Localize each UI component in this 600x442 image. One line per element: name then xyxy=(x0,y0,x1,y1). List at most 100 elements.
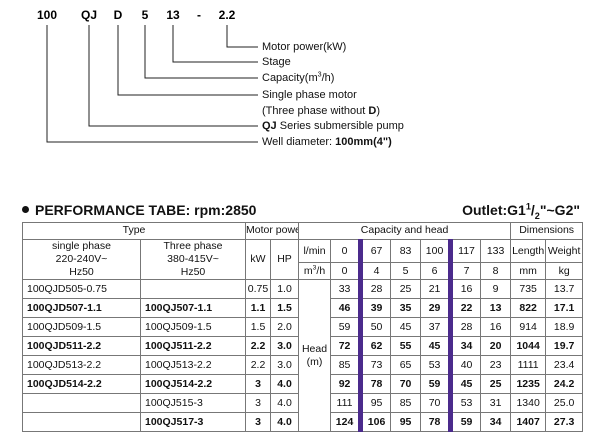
head-value: 34 xyxy=(448,336,482,357)
kw: 3 xyxy=(245,412,272,433)
kw: 0.75 xyxy=(245,279,272,300)
head-value: 28 xyxy=(448,317,482,338)
head-value: 62 xyxy=(358,336,392,357)
head-value: 35 xyxy=(390,298,422,319)
kw: 2.2 xyxy=(245,336,272,357)
single-phase-model xyxy=(22,412,141,433)
length-header: Length xyxy=(510,238,547,264)
head-value: 25 xyxy=(480,374,512,395)
head-value: 34 xyxy=(480,412,512,433)
text-segment: Single phase motor xyxy=(262,89,357,101)
code-part: QJ xyxy=(81,8,97,22)
head-value: 23 xyxy=(480,355,512,376)
length: 1044 xyxy=(510,336,547,357)
weight: 19.7 xyxy=(545,336,584,357)
kw: 3 xyxy=(245,374,272,395)
head-value: 13 xyxy=(480,298,512,319)
length: 1407 xyxy=(510,412,547,433)
code-part: - xyxy=(197,8,201,22)
flow-value: 133 xyxy=(480,238,512,264)
hp: 4.0 xyxy=(270,393,300,414)
kw: 1.5 xyxy=(245,317,272,338)
text-segment: 3 xyxy=(312,264,317,272)
weight: 23.4 xyxy=(545,355,584,376)
hp: 1.5 xyxy=(270,298,300,319)
single-phase-model: 100QJD511-2.2 xyxy=(22,336,141,357)
text-segment: 3 xyxy=(317,70,322,79)
hp: 3.0 xyxy=(270,336,300,357)
text-segment: /h) xyxy=(321,72,335,84)
head-value: 95 xyxy=(390,412,422,433)
cell-line: Hz50 xyxy=(180,266,206,279)
connector xyxy=(88,25,258,127)
kw: 3 xyxy=(245,393,272,414)
head-value: 73 xyxy=(358,355,392,376)
hp: 1.0 xyxy=(270,279,300,300)
text-segment: 2 xyxy=(534,210,540,221)
header-row: m3/h 0 4 5 6 7 8 mm kg xyxy=(23,262,584,281)
code-part: D xyxy=(114,8,123,22)
text-segment: ) xyxy=(376,105,381,117)
code-part: 13 xyxy=(166,8,180,22)
head-value: 53 xyxy=(420,355,452,376)
head-value: 106 xyxy=(358,412,392,433)
head-value: 72 xyxy=(330,336,362,357)
flow-value: 67 xyxy=(358,238,392,264)
hp: 4.0 xyxy=(270,412,300,433)
head-value: 46 xyxy=(330,298,362,319)
flow-value: 6 xyxy=(420,262,452,281)
kw: 2.2 xyxy=(245,355,272,376)
single-phase-model xyxy=(22,393,141,414)
single-phase-model: 100QJD507-1.1 xyxy=(22,298,141,319)
cell-line: Hz50 xyxy=(69,266,94,279)
head-value: 78 xyxy=(420,412,452,433)
hp-header: HP xyxy=(270,238,300,281)
kw-header: kW xyxy=(245,238,272,281)
head-value: 22 xyxy=(448,298,482,319)
text-segment: Motor power(kW) xyxy=(262,41,347,53)
head-value: 92 xyxy=(330,374,362,395)
flow-value: 4 xyxy=(358,262,392,281)
code-label: Well diameter: 100mm(4") xyxy=(262,136,392,148)
three-phase-model: 100QJ514-2.2 xyxy=(139,374,247,395)
head-value: 111 xyxy=(330,393,362,414)
performance-title: PERFORMANCE TABE: rpm:2850 xyxy=(22,202,256,218)
head-value: 59 xyxy=(330,317,362,338)
text-segment: Stage xyxy=(262,56,291,68)
weight: 24.2 xyxy=(545,374,584,395)
length: 1340 xyxy=(510,393,547,414)
bullet xyxy=(22,206,29,213)
data-row: 100QJD505-0.75 0.75 1.0 Head (m) 33 28 25 21 16 9 7… xyxy=(22,279,584,433)
flow-value: 100 xyxy=(420,238,452,264)
header-row: kW HP l/min 0 67 83 100 117 133 Length Weight xyxy=(23,238,584,281)
text-segment: Series submersible pump xyxy=(276,120,404,132)
capacity-head-header: Capacity and head xyxy=(298,222,512,240)
code-label: Capacity(m3/h) xyxy=(262,70,335,84)
head-value: 20 xyxy=(480,336,512,357)
three-phase-model: 100QJ513-2.2 xyxy=(139,355,247,376)
hp: 2.0 xyxy=(270,317,300,338)
cell-line: 380-415V~ xyxy=(167,253,219,266)
three-phase-model: 100QJ507-1.1 xyxy=(139,298,247,319)
model-code-diagram: 100 QJ D 5 13 - 2.2 xyxy=(37,8,258,143)
weight: 13.7 xyxy=(545,279,584,300)
flow-value: 0 xyxy=(330,262,362,281)
weight: 27.3 xyxy=(545,412,584,433)
connector xyxy=(144,25,258,79)
data-row: 100QJD513-2.2 100QJ513-2.2 2.2 3.0 85 73 65 53 4… xyxy=(22,355,584,376)
three-phase-model: 100QJ509-1.5 xyxy=(139,317,247,338)
three-phase-model: 100QJ511-2.2 xyxy=(139,336,247,357)
single-phase-model: 100QJD514-2.2 xyxy=(22,374,141,395)
head-value: 70 xyxy=(420,393,452,414)
code-label: Stage xyxy=(262,56,291,68)
code-part: 2.2 xyxy=(219,8,236,22)
flow-unit: m3/h xyxy=(298,262,332,281)
motor-power-header: Motor power xyxy=(245,222,300,240)
cell-line: Three phase xyxy=(163,240,223,252)
code-label: QJ Series submersible pump xyxy=(262,120,404,132)
head-value: 53 xyxy=(448,393,482,414)
head-value: 59 xyxy=(420,374,452,395)
text-segment: D xyxy=(368,105,377,117)
